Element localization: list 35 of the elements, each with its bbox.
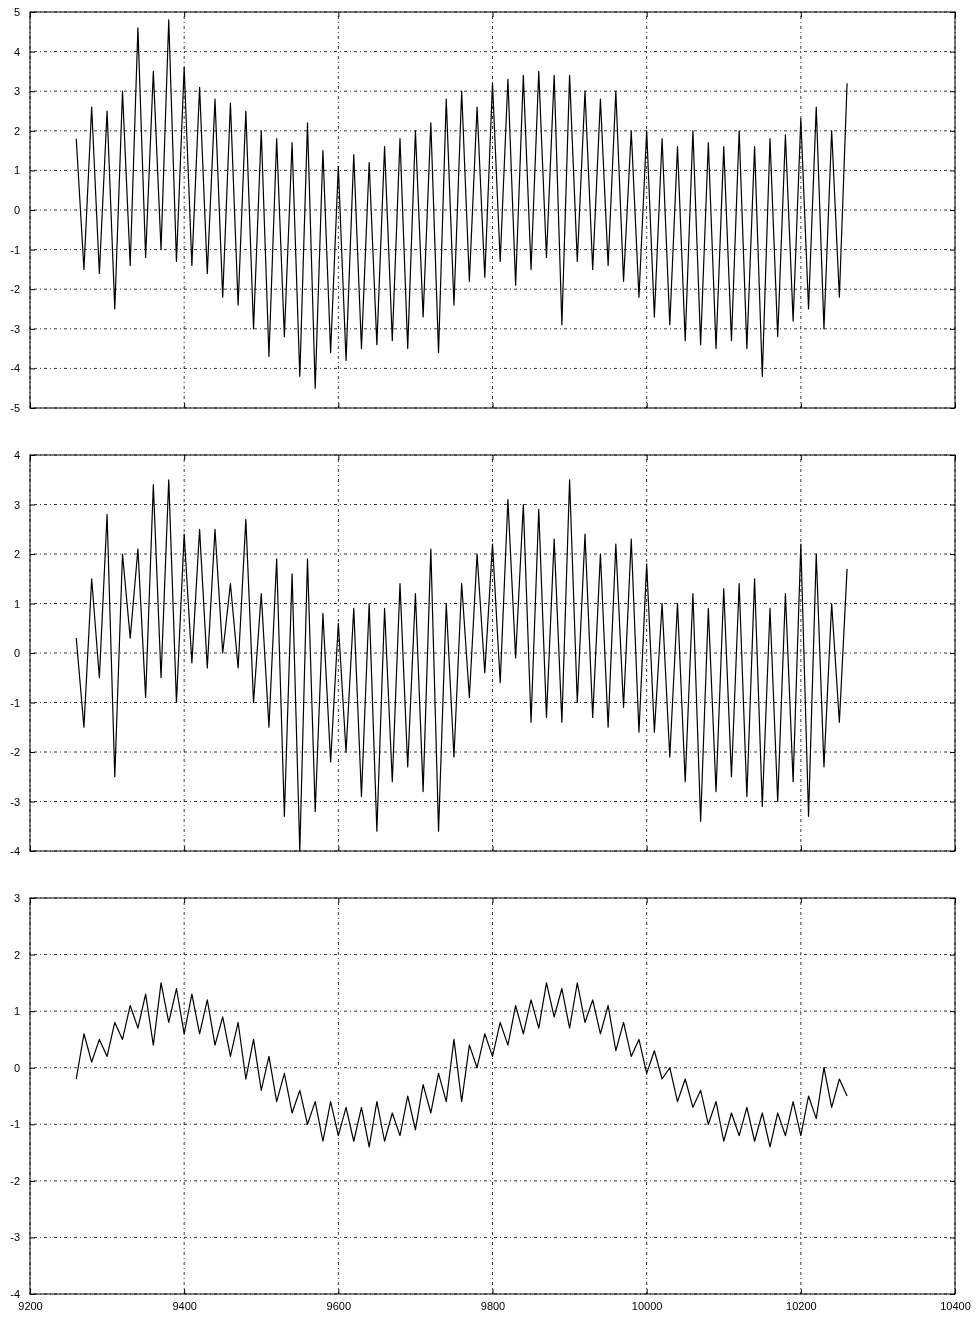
y-tick-label: -4 (10, 1288, 20, 1301)
y-tick-label: -2 (10, 1174, 20, 1187)
y-tick-label: 3 (13, 892, 20, 905)
x-tick-label: 10000 (631, 1299, 663, 1312)
y-tick-label: 0 (13, 1061, 20, 1074)
y-tick-label: -3 (10, 322, 20, 335)
y-tick-label: -3 (10, 1231, 20, 1244)
x-tick-label: 9200 (18, 1299, 43, 1312)
y-tick-label: 3 (13, 498, 20, 511)
y-tick-label: -1 (10, 696, 20, 709)
y-tick-label: -2 (10, 283, 20, 296)
y-tick-label: 1 (13, 1005, 20, 1018)
y-tick-label: 2 (13, 948, 20, 961)
y-tick-label: 4 (13, 45, 20, 58)
y-tick-label: -2 (10, 746, 20, 759)
x-tick-label: 10400 (940, 1299, 971, 1312)
y-tick-label: -3 (10, 795, 20, 808)
y-tick-label: 3 (13, 85, 20, 98)
y-tick-label: 2 (13, 548, 20, 561)
y-tick-label: 1 (13, 597, 20, 610)
y-tick-label: -5 (10, 402, 20, 415)
y-tick-label: 4 (13, 449, 20, 462)
x-tick-label: 9400 (172, 1299, 197, 1312)
y-tick-label: 0 (13, 647, 20, 660)
y-tick-label: 5 (13, 6, 20, 19)
y-tick-label: -1 (10, 1118, 20, 1131)
y-tick-label: -4 (10, 845, 20, 858)
y-tick-label: -1 (10, 243, 20, 256)
x-tick-label: 10200 (786, 1299, 817, 1312)
x-tick-label: 9600 (326, 1299, 352, 1312)
y-tick-label: 2 (13, 124, 20, 137)
x-tick-label: 9800 (480, 1299, 506, 1312)
y-tick-label: 1 (13, 164, 20, 177)
y-tick-label: -4 (10, 362, 20, 375)
y-tick-label: 0 (13, 204, 20, 217)
